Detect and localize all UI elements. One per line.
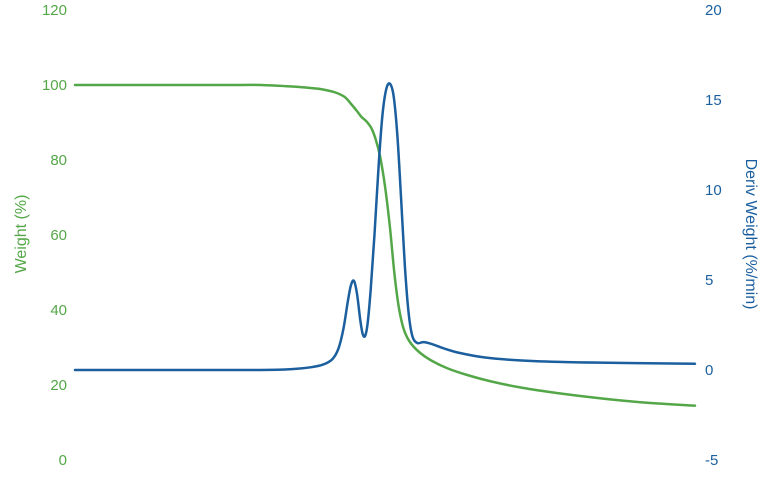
y-left-tick: 20	[50, 378, 67, 393]
y-left-tick: 0	[59, 453, 67, 468]
series-weight	[75, 85, 695, 406]
y-right-tick: 5	[705, 273, 713, 288]
y-right-tick: 20	[705, 3, 722, 18]
plot-area	[0, 0, 768, 501]
y-left-tick: 100	[42, 78, 67, 93]
y-right-tick: 15	[705, 93, 722, 108]
y-left-tick: 60	[50, 228, 67, 243]
y-right-tick: 0	[705, 363, 713, 378]
y-axis-right-label: Deriv Weight (%/min)	[741, 144, 759, 324]
tga-chart: Weight (%) Deriv Weight (%/min) 0 20 40 60 8…	[0, 0, 768, 501]
series-deriv-weight	[75, 83, 695, 370]
y-left-tick: 120	[42, 3, 67, 18]
y-left-tick: 40	[50, 303, 67, 318]
y-right-tick: 10	[705, 183, 722, 198]
y-right-tick: -5	[705, 453, 718, 468]
y-left-tick: 80	[50, 153, 67, 168]
y-axis-left-label: Weight (%)	[13, 194, 31, 274]
